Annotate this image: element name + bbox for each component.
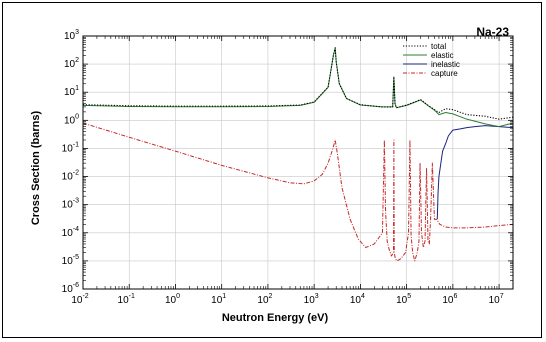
y-tick-label: 10-6: [62, 282, 79, 295]
y-tick-label: 10-2: [62, 170, 79, 183]
y-tick-label: 10-1: [62, 141, 79, 154]
x-tick-label: 106: [442, 293, 457, 306]
y-tick-label: 103: [64, 29, 79, 42]
x-tick-labels: 10-2 10-1 100 101 102 103 104 105 106 107: [71, 293, 503, 306]
y-tick-label: 101: [64, 85, 79, 98]
legend-label-elastic: elastic: [431, 51, 454, 60]
legend-label-inelastic: inelastic: [431, 60, 460, 69]
x-tick-label: 104: [350, 293, 365, 306]
y-tick-label: 10-5: [62, 254, 79, 267]
series-line-capture: [82, 122, 514, 262]
series-lines: [82, 47, 514, 262]
y-tick-label: 102: [64, 57, 79, 70]
chart-frame: 10-2 10-1 100 101 102 103 104 105 106 107 10-6 10-…: [2, 2, 542, 338]
x-tick-label: 107: [489, 293, 504, 306]
x-tick-label: 10-1: [118, 293, 135, 306]
y-tick-label: 100: [64, 113, 79, 126]
cross-section-chart: 10-2 10-1 100 101 102 103 104 105 106 107 10-610-…: [30, 25, 514, 324]
x-tick-label: 10-2: [71, 293, 88, 306]
y-axis-label: Cross Section (barns): [30, 111, 42, 226]
y-tick-label: 10-3: [62, 198, 79, 211]
grid: [83, 36, 513, 289]
y-tick-labels: 10-6 10-5 10-4 10-3 10-2 10-1 100 101 102 103: [62, 29, 79, 295]
x-tick-label: 105: [396, 293, 411, 306]
axis-ticks: [82, 35, 514, 290]
y-tick-label: 10-4: [62, 226, 79, 239]
x-axis-label: Neutron Energy (eV): [222, 312, 329, 324]
series-line-total: [82, 47, 514, 120]
legend-label-capture: capture: [431, 69, 458, 78]
legend-label-total: total: [431, 42, 446, 51]
x-tick-label: 102: [257, 293, 272, 306]
x-tick-label: 100: [165, 293, 180, 306]
series-line-inelastic: [436, 125, 514, 220]
chart-title: Na-23: [476, 25, 509, 39]
x-tick-label: 101: [211, 293, 226, 306]
plot-area: [82, 35, 514, 290]
x-tick-label: 103: [304, 293, 319, 306]
